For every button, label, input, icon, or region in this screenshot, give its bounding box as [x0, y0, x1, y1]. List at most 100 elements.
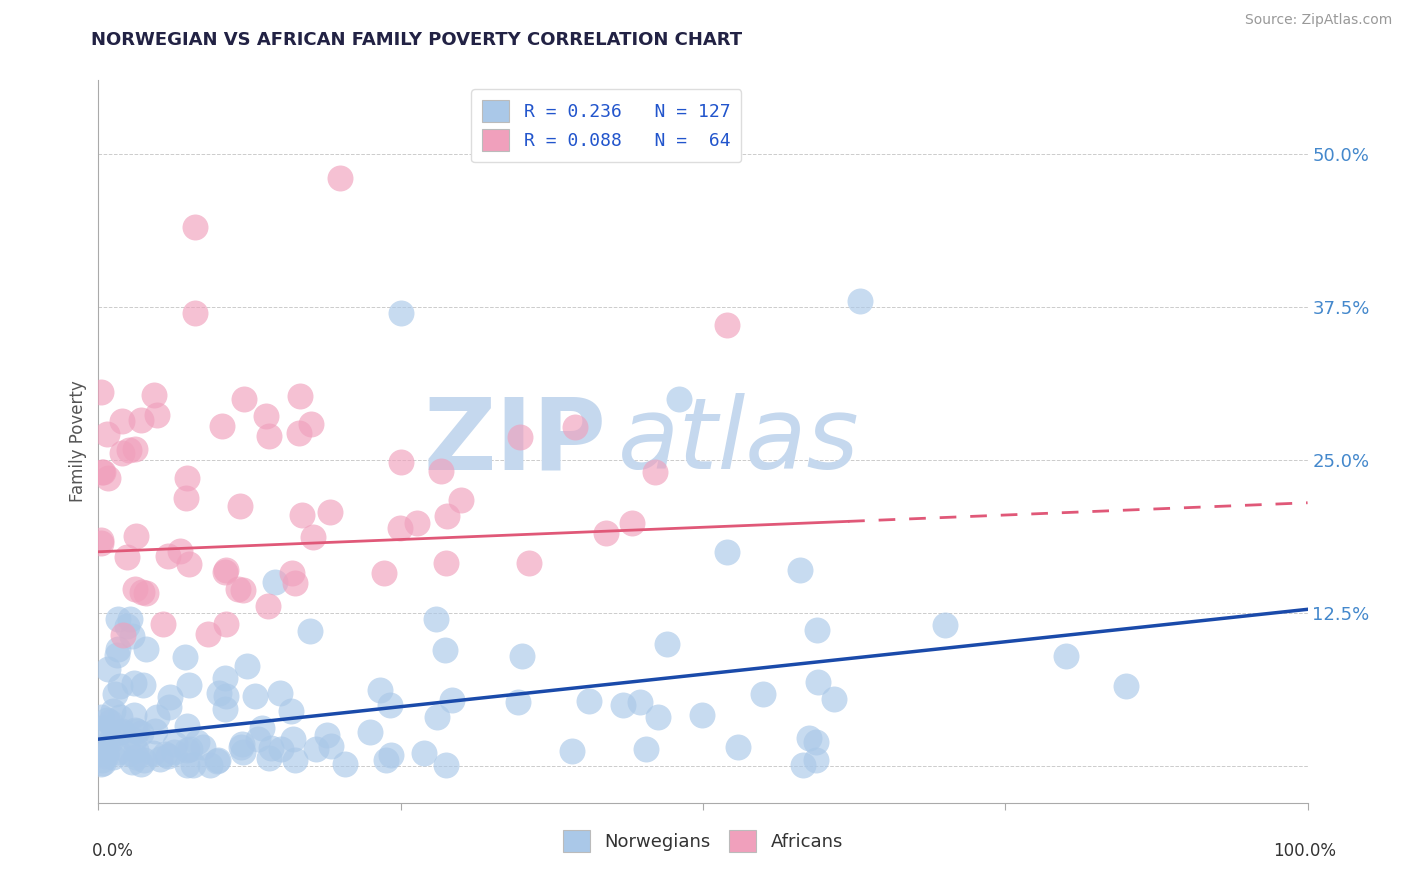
Point	[91, 721, 114, 735]
Point	[90, 536, 112, 550]
Text: 0.0%: 0.0%	[91, 842, 134, 860]
Point	[247, 731, 270, 746]
Point	[228, 499, 250, 513]
Point	[807, 675, 830, 690]
Point	[690, 707, 713, 722]
Point	[132, 753, 155, 767]
Point	[91, 756, 114, 771]
Point	[389, 521, 412, 535]
Point	[90, 757, 112, 772]
Point	[792, 757, 814, 772]
Point	[215, 617, 238, 632]
Point	[105, 648, 128, 662]
Y-axis label: Family Poverty: Family Poverty	[69, 381, 87, 502]
Point	[111, 446, 134, 460]
Point	[257, 429, 280, 443]
Point	[143, 724, 166, 739]
Point	[98, 715, 121, 730]
Point	[578, 694, 600, 708]
Point	[215, 563, 238, 577]
Point	[298, 624, 321, 638]
Point	[359, 725, 381, 739]
Point	[127, 723, 149, 738]
Point	[406, 516, 429, 530]
Point	[115, 549, 138, 564]
Point	[135, 642, 157, 657]
Point	[319, 505, 342, 519]
Point	[389, 306, 412, 320]
Point	[333, 757, 356, 772]
Text: atlas: atlas	[619, 393, 860, 490]
Point	[169, 543, 191, 558]
Point	[118, 746, 141, 760]
Point	[91, 466, 114, 480]
Point	[561, 743, 583, 757]
Point	[179, 742, 201, 756]
Point	[90, 710, 112, 724]
Point	[214, 671, 236, 685]
Point	[131, 678, 153, 692]
Point	[281, 566, 304, 581]
Point	[450, 492, 472, 507]
Point	[270, 742, 292, 756]
Point	[329, 171, 352, 186]
Point	[124, 723, 146, 738]
Point	[509, 430, 531, 444]
Point	[198, 757, 221, 772]
Point	[215, 689, 238, 703]
Point	[110, 724, 132, 739]
Point	[1115, 680, 1137, 694]
Point	[131, 584, 153, 599]
Point	[122, 733, 145, 747]
Point	[94, 746, 117, 760]
Point	[174, 649, 197, 664]
Point	[305, 741, 328, 756]
Point	[380, 748, 402, 763]
Point	[934, 618, 956, 632]
Point	[97, 471, 120, 485]
Point	[430, 464, 453, 478]
Point	[177, 678, 200, 692]
Point	[93, 723, 115, 737]
Point	[823, 692, 845, 706]
Point	[97, 663, 120, 677]
Point	[94, 747, 117, 761]
Point	[243, 689, 266, 703]
Point	[149, 752, 172, 766]
Point	[143, 388, 166, 402]
Point	[636, 742, 658, 756]
Point	[299, 417, 322, 431]
Point	[799, 731, 821, 745]
Point	[433, 643, 456, 657]
Point	[211, 418, 233, 433]
Point	[208, 685, 231, 699]
Point	[284, 752, 307, 766]
Point	[207, 754, 229, 768]
Point	[184, 220, 207, 235]
Point	[146, 710, 169, 724]
Point	[655, 637, 678, 651]
Point	[91, 465, 114, 479]
Legend: Norwegians, Africans: Norwegians, Africans	[555, 822, 851, 859]
Point	[595, 526, 617, 541]
Point	[94, 748, 117, 763]
Point	[510, 648, 533, 663]
Point	[319, 739, 342, 753]
Point	[373, 566, 395, 580]
Point	[104, 725, 127, 739]
Point	[142, 747, 165, 761]
Point	[281, 731, 304, 746]
Point	[280, 704, 302, 718]
Point	[174, 491, 197, 506]
Point	[284, 576, 307, 591]
Point	[644, 465, 666, 479]
Point	[107, 612, 129, 626]
Point	[125, 743, 148, 757]
Point	[129, 413, 152, 427]
Point	[153, 747, 176, 761]
Point	[789, 563, 811, 577]
Point	[176, 757, 198, 772]
Point	[90, 384, 112, 399]
Point	[124, 582, 146, 596]
Point	[621, 516, 644, 530]
